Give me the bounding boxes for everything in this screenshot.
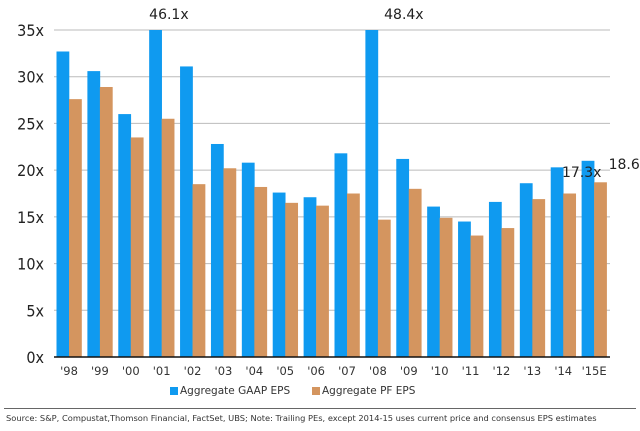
bar-pf: [439, 217, 453, 357]
bar-gaap: [427, 206, 440, 357]
bar-gaap: [303, 197, 317, 357]
x-tick-label: '01: [153, 364, 171, 378]
bar-pf: [99, 86, 113, 358]
bar-pf: [501, 228, 515, 357]
bar-gaap: [458, 221, 471, 357]
bar-gaap: [550, 167, 564, 357]
bar-pf: [285, 202, 299, 357]
bar-gaap: [488, 201, 502, 357]
y-tick-label: 0x: [26, 348, 44, 367]
y-tick-label: 20x: [17, 161, 44, 180]
x-tick-label: '02: [184, 364, 202, 378]
x-tick-label: '09: [400, 364, 418, 378]
x-tick-label: '07: [338, 364, 356, 378]
bar-pf: [594, 182, 607, 357]
bar-pf: [161, 118, 175, 357]
x-tick-label: '11: [462, 364, 480, 378]
x-tick-label: '14: [554, 364, 572, 378]
legend-label-pf: Aggregate PF EPS: [322, 385, 416, 397]
legend-item-gaap: Aggregate GAAP EPS: [170, 385, 290, 397]
bar-gaap: [118, 114, 132, 357]
divider: [4, 408, 636, 409]
bar-chart: 0x 5x 10x 15x 20x 25x 30x 35x '98 '99 '00 '01 '02 '03…: [17, 7, 640, 378]
x-tick-label: '12: [493, 364, 511, 378]
data-label: 18.6x: [609, 157, 640, 173]
x-tick-label: '00: [122, 364, 140, 378]
data-label: 46.1x: [149, 7, 188, 23]
data-label: 48.4x: [384, 7, 423, 23]
bar-pf: [130, 137, 144, 357]
bar-pf: [347, 193, 360, 357]
x-tick-label: '13: [523, 364, 541, 378]
bar-pf: [408, 188, 422, 357]
bar-pf: [69, 99, 82, 357]
bar-pf: [254, 186, 268, 357]
y-tick-label: 10x: [17, 255, 44, 274]
x-tick-label: '06: [307, 364, 325, 378]
bar-gaap: [149, 30, 162, 357]
x-tick-label: '15E: [582, 364, 607, 378]
bar-gaap: [396, 158, 410, 357]
x-tick-label: '05: [276, 364, 294, 378]
bar-gaap: [87, 71, 101, 357]
legend-label-gaap: Aggregate GAAP EPS: [180, 385, 291, 397]
bar-pf: [470, 235, 484, 357]
data-label: 17.3x: [562, 165, 601, 181]
bar-gaap: [180, 66, 193, 358]
bar-gaap: [365, 30, 379, 357]
x-tick-label: '08: [369, 364, 387, 378]
y-tick-label: 30x: [17, 68, 44, 87]
bar-gaap: [272, 192, 286, 357]
x-tick-label: '10: [431, 364, 449, 378]
bar-pf: [192, 184, 206, 357]
y-tick-label: 5x: [26, 301, 44, 320]
bar-gaap: [56, 51, 70, 357]
source-note: Source: S&P, Compustat,Thomson Financial…: [6, 413, 597, 423]
bar-gaap: [334, 153, 348, 357]
bar-pf: [563, 193, 577, 357]
x-tick-label: '03: [215, 364, 233, 378]
bar-gaap: [581, 160, 595, 357]
bar-pf: [532, 199, 546, 357]
bar-gaap: [241, 162, 255, 357]
bar-gaap: [519, 183, 533, 357]
bar-pf: [223, 168, 237, 357]
x-tick-label: '99: [91, 364, 109, 378]
bar-gaap: [210, 143, 224, 357]
legend-swatch-gaap: [170, 387, 178, 395]
y-tick-label: 35x: [17, 21, 44, 40]
bar-pf: [377, 219, 391, 357]
legend-item-pf: Aggregate PF EPS: [312, 385, 415, 397]
y-tick-label: 15x: [17, 208, 44, 227]
x-tick-label: '04: [245, 364, 263, 378]
legend-swatch-pf: [312, 387, 320, 395]
bar-pf: [316, 205, 329, 357]
x-tick-label: '98: [60, 364, 78, 378]
y-tick-label: 25x: [17, 114, 44, 133]
